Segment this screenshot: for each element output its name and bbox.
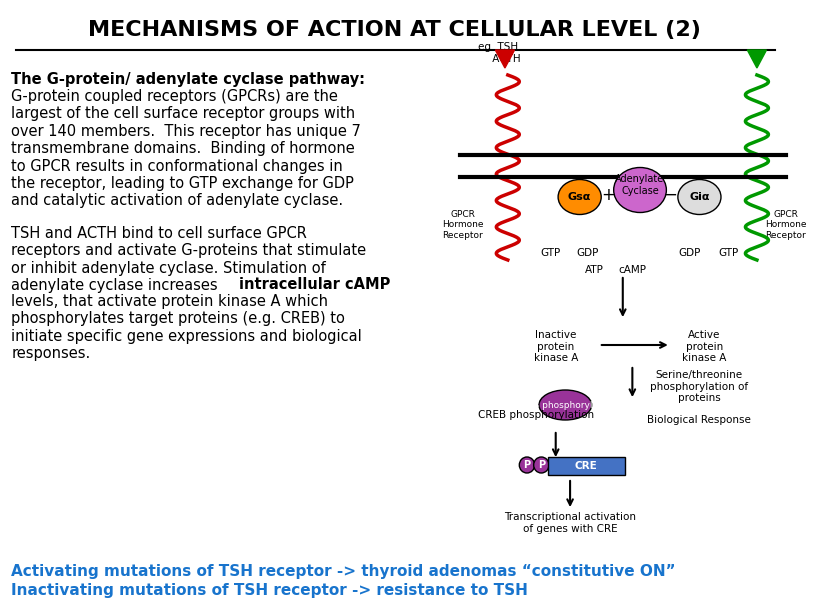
Text: Inactive
protein
kinase A: Inactive protein kinase A [534, 330, 577, 363]
Text: GPCR
Hormone
Receptor: GPCR Hormone Receptor [442, 210, 483, 240]
Text: GDP: GDP [576, 248, 598, 258]
Text: P: P [523, 460, 530, 470]
Text: CREB phosphorylation: CREB phosphorylation [478, 410, 595, 420]
Polygon shape [495, 50, 515, 68]
Circle shape [519, 457, 535, 473]
FancyBboxPatch shape [548, 457, 625, 475]
Text: P: P [538, 460, 544, 470]
Text: MECHANISMS OF ACTION AT CELLULAR LEVEL (2): MECHANISMS OF ACTION AT CELLULAR LEVEL (… [88, 20, 701, 40]
Text: eg  TSH
     ACTH: eg TSH ACTH [476, 42, 521, 64]
Text: Biological Response: Biological Response [648, 415, 752, 425]
Text: Gsα: Gsα [568, 192, 592, 202]
Ellipse shape [558, 179, 601, 215]
Text: Transcriptional activation
of genes with CRE: Transcriptional activation of genes with… [504, 512, 636, 534]
Text: Active
protein
kinase A: Active protein kinase A [682, 330, 726, 363]
Polygon shape [747, 50, 766, 68]
Text: GTP: GTP [718, 248, 738, 258]
Text: The G-protein/ adenylate cyclase pathway:: The G-protein/ adenylate cyclase pathway… [12, 72, 365, 87]
Text: cAMP: cAMP [619, 265, 646, 275]
Text: GTP: GTP [541, 248, 561, 258]
Circle shape [534, 457, 549, 473]
Text: Serine/threonine
phosphorylation of
proteins: Serine/threonine phosphorylation of prot… [650, 370, 748, 403]
Text: −: − [664, 186, 677, 204]
Text: levels, that activate protein kinase A which
phosphorylates target proteins (e.g: levels, that activate protein kinase A w… [12, 294, 362, 361]
Text: TSH and ACTH bind to cell surface GPCR
receptors and activate G-proteins that st: TSH and ACTH bind to cell surface GPCR r… [12, 226, 366, 293]
Ellipse shape [678, 179, 721, 215]
Text: intracellular cAMP: intracellular cAMP [238, 277, 390, 292]
Text: Giα: Giα [689, 192, 710, 202]
Text: Activating mutations of TSH receptor -> thyroid adenomas “constitutive ON”: Activating mutations of TSH receptor -> … [12, 564, 676, 579]
Ellipse shape [539, 390, 592, 420]
Text: Inactivating mutations of TSH receptor -> resistance to TSH: Inactivating mutations of TSH receptor -… [12, 583, 528, 598]
Text: G-protein coupled receptors (GPCRs) are the
largest of the cell surface receptor: G-protein coupled receptors (GPCRs) are … [12, 89, 361, 209]
Text: +: + [601, 186, 615, 204]
Text: ATP: ATP [585, 265, 603, 275]
Text: CRE: CRE [575, 461, 598, 471]
Text: GPCR
Hormone
Receptor: GPCR Hormone Receptor [765, 210, 806, 240]
Text: CREB phosphorylation: CREB phosphorylation [515, 401, 615, 410]
Text: GDP: GDP [679, 248, 701, 258]
Ellipse shape [614, 167, 667, 213]
Text: Adenylate
Cyclase: Adenylate Cyclase [615, 174, 665, 196]
